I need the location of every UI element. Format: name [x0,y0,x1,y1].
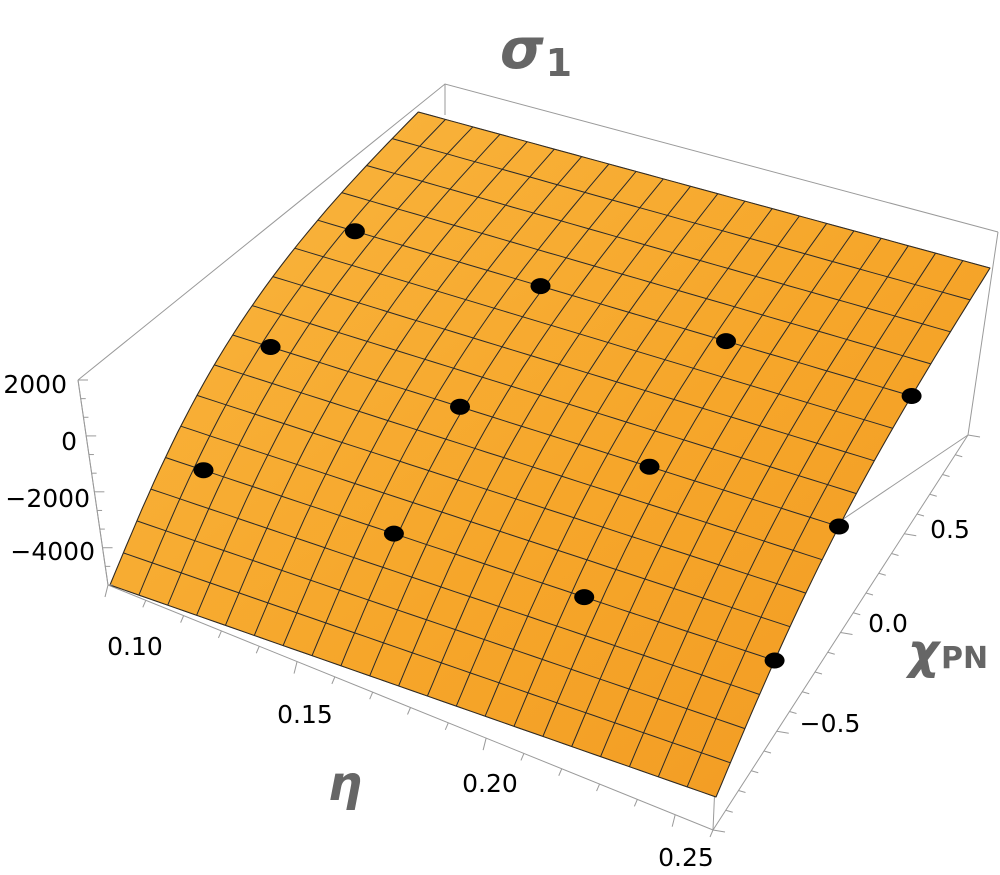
sample-point [574,589,595,606]
y-axis: 0.5 0.0 −0.5 χPN [712,434,988,833]
sample-point [639,458,660,475]
x-tick-mark [180,615,185,623]
x-tick-label: 0.25 [658,843,714,872]
y-tick-label: 0.5 [930,515,970,544]
x-tick-label: 0.20 [462,769,518,798]
y-tick-mark [916,513,925,517]
mesh-line-chi [214,364,823,561]
y-tick-mark [891,553,899,556]
x-tick-mark [709,829,714,838]
y-axis-title: χPN [905,624,988,680]
sample-point [530,278,551,295]
x-axis-title: η [328,756,362,812]
y-tick-mark [904,533,917,537]
y-tick-mark [878,572,886,576]
surface-mesh [109,111,991,798]
mesh-line-chi [341,192,931,365]
x-axis: 0.10 0.15 0.20 0.25 η [104,584,714,872]
y-tick-mark [789,711,797,714]
mesh-line-chi [109,584,717,798]
z-tick-label: −2000 [5,484,90,513]
x-tick-mark [217,630,222,639]
x-tick-mark [520,753,525,761]
y-tick-mark [840,632,853,635]
sample-point [764,652,785,669]
y-tick-label: −0.5 [800,709,861,738]
sample-point [716,333,736,350]
z-axis: 2000 0 −2000 −4000 [3,370,113,586]
y-tick-mark [929,493,937,497]
z-tick-label: 0 [61,427,77,456]
sample-point [383,525,404,542]
chart-title-symbol: σ [500,17,544,82]
x-tick-mark [331,676,336,685]
x-tick-label: 0.15 [277,700,333,729]
x-tick-mark [596,783,601,792]
x-tick-mark [671,814,676,827]
sample-point [193,462,214,479]
y-tick-mark [955,454,963,458]
mesh-line-chi [180,425,791,628]
sample-point [344,223,365,240]
x-tick-mark [444,722,449,731]
y-tick-mark [853,612,861,616]
x-tick-mark [255,646,260,654]
mesh-line-chi [232,334,840,527]
mesh-line-chi [294,247,893,429]
y-axis-title-symbol: χ [905,624,942,680]
x-tick-mark [633,799,638,807]
z-tick-label: −4000 [10,537,95,566]
y-tick-mark [712,829,726,833]
mesh-line-chi [272,276,875,462]
mesh-line-chi [123,552,731,764]
mesh-line-chi [366,165,951,333]
x-tick-mark [142,600,147,608]
y-axis-title-subscript: PN [941,641,988,676]
sigma1-surface [109,111,991,798]
sample-point [260,339,281,355]
sample-point [901,388,922,404]
y-tick-mark [763,750,772,754]
mesh-line-chi [252,305,857,495]
x-tick-mark [369,691,374,700]
x-tick-mark [482,738,487,751]
y-tick-mark [751,770,759,774]
x-tick-mark [104,584,109,598]
mesh-line-chi [136,520,746,730]
sample-point [829,518,849,535]
chart-title-subscript: 1 [546,41,572,85]
mesh-line-chi [165,457,775,661]
mesh-line-chi [317,219,912,397]
y-tick-mark [802,691,810,695]
x-tick-label: 0.10 [107,632,163,661]
y-tick-mark [725,809,733,813]
y-tick-mark [942,474,950,477]
y-tick-label: 0.0 [868,609,908,638]
chart-title: σ1 [500,17,572,85]
y-tick-mark [776,730,789,734]
x-tick-mark [293,661,298,674]
sample-point [450,398,470,415]
y-tick-mark [827,651,835,655]
sample-points [193,223,922,669]
x-tick-mark [407,707,411,715]
mesh-line-chi [418,111,991,269]
mesh-line-chi [392,138,971,301]
mesh-line-chi [196,394,806,594]
y-tick-mark [865,592,874,596]
y-tick-mark [967,434,981,438]
z-tick-label: 2000 [3,370,67,399]
x-tick-mark [558,768,563,776]
surface-fill [109,111,991,798]
mesh-line-chi [150,488,760,695]
y-tick-mark [814,671,823,675]
y-tick-mark [738,790,746,793]
